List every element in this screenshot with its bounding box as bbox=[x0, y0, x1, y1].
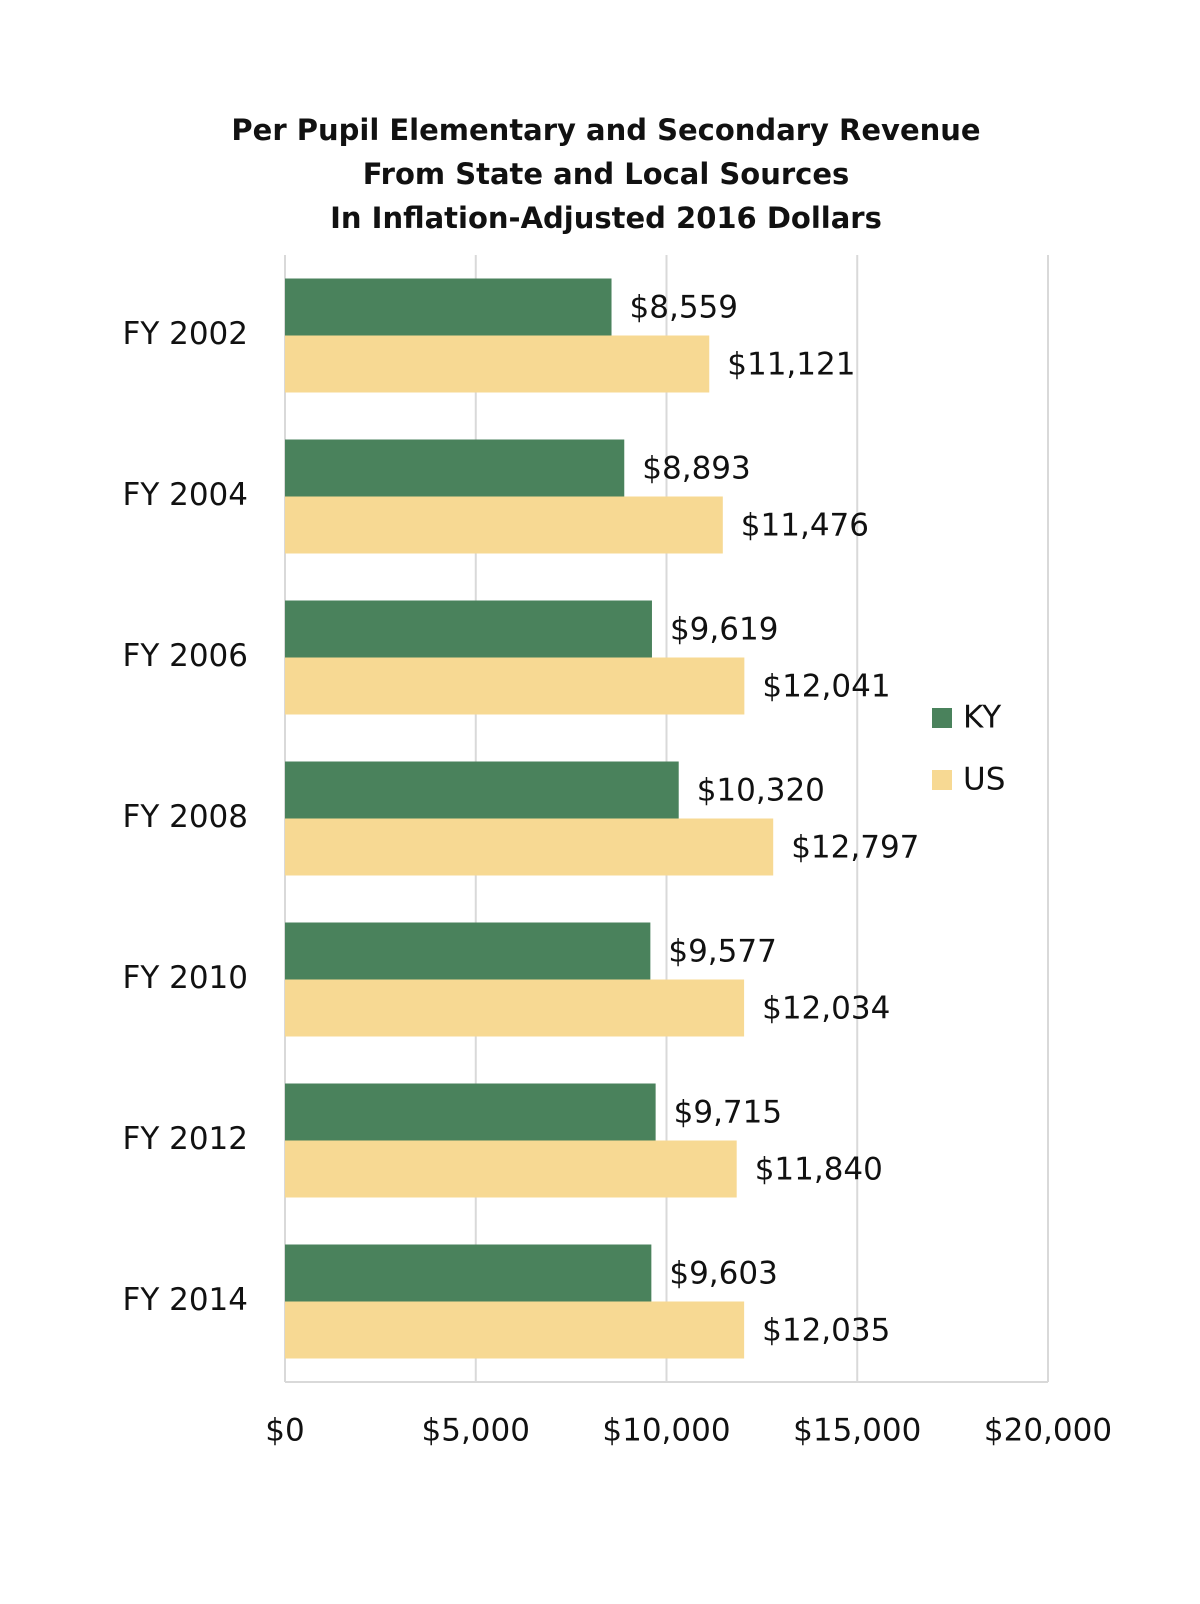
bar bbox=[285, 1140, 737, 1198]
value-label: $9,619 bbox=[670, 612, 778, 648]
x-tick-label: $10,000 bbox=[602, 1413, 730, 1449]
value-label: $12,797 bbox=[791, 830, 919, 866]
value-label: $11,121 bbox=[727, 347, 855, 383]
value-label: $9,577 bbox=[668, 934, 776, 970]
y-tick-label: FY 2014 bbox=[122, 1282, 248, 1318]
x-tick-label: $20,000 bbox=[984, 1413, 1112, 1449]
y-tick-label: FY 2002 bbox=[122, 316, 248, 352]
x-tick-label: $0 bbox=[265, 1413, 304, 1449]
bar bbox=[285, 922, 651, 980]
legend-label: US bbox=[963, 762, 1005, 798]
legend-label: KY bbox=[963, 700, 1001, 736]
bar bbox=[285, 1244, 652, 1302]
x-tick-label: $15,000 bbox=[793, 1413, 921, 1449]
value-label: $12,041 bbox=[762, 669, 890, 705]
bar bbox=[285, 1301, 745, 1359]
chart-title: Per Pupil Elementary and Secondary Reven… bbox=[231, 113, 980, 147]
legend-swatch bbox=[932, 770, 952, 790]
bar bbox=[285, 657, 745, 715]
value-label: $11,840 bbox=[755, 1152, 883, 1188]
value-label: $12,035 bbox=[762, 1313, 890, 1349]
value-label: $12,034 bbox=[762, 991, 890, 1027]
value-label: $9,603 bbox=[669, 1256, 777, 1292]
value-label: $8,559 bbox=[630, 290, 738, 326]
value-label: $11,476 bbox=[741, 508, 869, 544]
bar bbox=[285, 439, 625, 497]
chart-title: From State and Local Sources bbox=[363, 157, 850, 191]
bar bbox=[285, 600, 652, 658]
y-tick-label: FY 2010 bbox=[122, 960, 248, 996]
legend-swatch bbox=[932, 708, 952, 728]
y-tick-label: FY 2006 bbox=[122, 638, 248, 674]
chart-title: In Inflation-Adjusted 2016 Dollars bbox=[330, 201, 882, 235]
bar bbox=[285, 278, 612, 336]
y-tick-label: FY 2008 bbox=[122, 799, 248, 835]
bar bbox=[285, 818, 774, 876]
value-label: $10,320 bbox=[697, 773, 825, 809]
bar bbox=[285, 496, 723, 554]
bar bbox=[285, 979, 745, 1037]
bar bbox=[285, 335, 710, 393]
x-tick-label: $5,000 bbox=[422, 1413, 530, 1449]
y-tick-label: FY 2012 bbox=[122, 1121, 248, 1157]
bar bbox=[285, 1083, 656, 1141]
bar bbox=[285, 761, 679, 819]
value-label: $9,715 bbox=[674, 1095, 782, 1131]
y-tick-label: FY 2004 bbox=[122, 477, 248, 513]
value-label: $8,893 bbox=[642, 451, 750, 487]
